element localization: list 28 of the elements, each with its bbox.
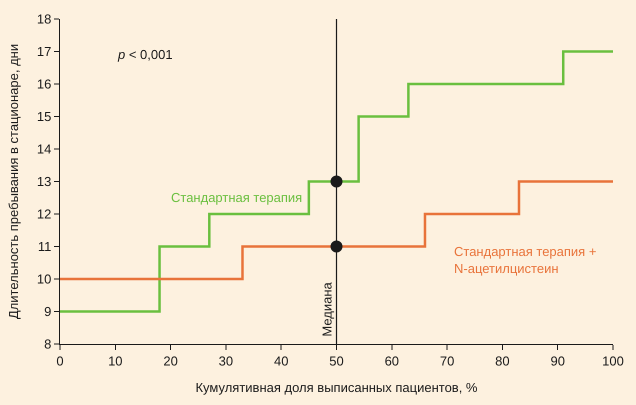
y-tick-label: 12 — [36, 206, 52, 222]
x-tick-label: 10 — [108, 354, 123, 369]
x-tick-label: 100 — [602, 354, 624, 369]
x-axis-title: Кумулятивная доля выписанных пациентов, % — [195, 380, 478, 396]
y-tick-label: 18 — [36, 12, 52, 27]
text: Стандартная терапия + N-ацетилцистеин — [454, 244, 596, 276]
x-tick-label: 70 — [440, 354, 454, 369]
y-axis-title: Длительность пребывания в стационаре, дни — [6, 44, 21, 320]
ref-line-label: Медиана — [319, 281, 334, 337]
x-tick-label: 80 — [495, 354, 510, 369]
y-tick-label: 17 — [36, 44, 52, 60]
y-tick-label: 11 — [38, 239, 52, 254]
x-tick-label: 0 — [56, 354, 64, 369]
y-tick-label: 16 — [36, 76, 52, 92]
y-tick-label: 10 — [36, 272, 52, 287]
x-tick-label: 40 — [274, 354, 288, 369]
y-tick-label: 13 — [36, 174, 52, 190]
x-tick-label: 60 — [384, 354, 400, 369]
y-tick-label: 8 — [44, 336, 52, 352]
y-tick-label: 14 — [36, 142, 52, 157]
x-tick-label: 50 — [329, 354, 344, 369]
series-label: Стандартная терапия — [171, 190, 302, 205]
y-tick-label: 15 — [36, 109, 52, 124]
annotation: p < 0,001 — [117, 47, 173, 62]
x-tick-label: 30 — [218, 354, 234, 369]
x-tick-label: 90 — [550, 354, 565, 369]
y-tick-label: 9 — [44, 304, 52, 320]
x-tick-label: 20 — [163, 354, 178, 369]
